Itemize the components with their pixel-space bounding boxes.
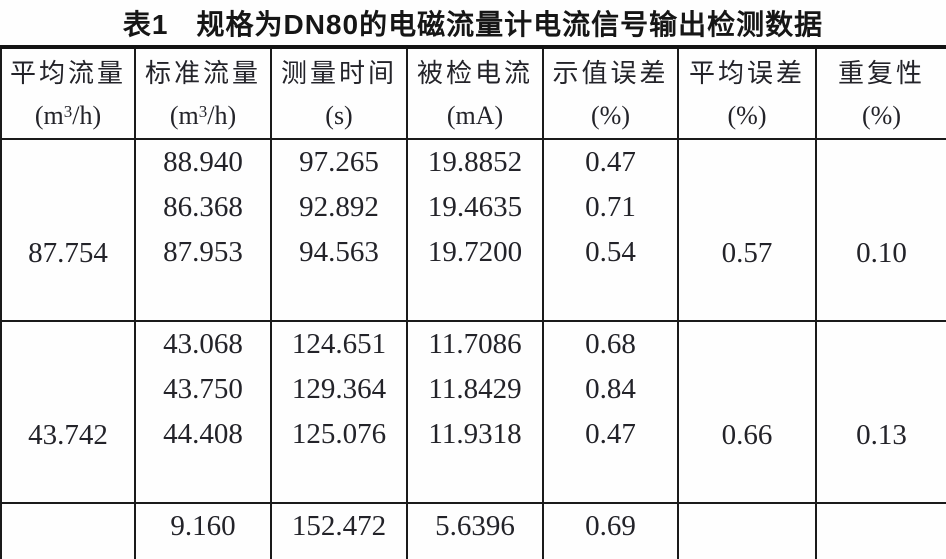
col-header-unit: (m 3/h) bbox=[169, 100, 237, 130]
tested-current-value: 19.7200 bbox=[427, 235, 523, 268]
col-header-name: 平均误差 bbox=[688, 58, 805, 88]
indication-error-value: 0.47 bbox=[585, 417, 636, 450]
col-header-name: 标准流量 bbox=[144, 58, 261, 88]
standard-flow-cell: 9.160 9.649 9.326 bbox=[134, 502, 272, 559]
indication-error-value: 0.71 bbox=[585, 190, 636, 223]
col-header-unit: (%) bbox=[591, 100, 630, 130]
avg-flow-cell: 43.742 bbox=[0, 320, 136, 504]
repeatability-cell: 0.10 bbox=[815, 138, 946, 322]
avg-error-cell: 0.57 bbox=[677, 138, 817, 322]
avg-flow-cell: 9.378 bbox=[0, 502, 136, 559]
measure-time-cell: 152.472 160.337 157.129 bbox=[270, 502, 408, 559]
repeatability-value: 0.13 bbox=[856, 419, 907, 451]
tested-current-value: 11.8429 bbox=[428, 372, 522, 405]
col-header-avg-error: 平均误差 (%) bbox=[677, 46, 817, 140]
measure-time-value: 97.265 bbox=[299, 146, 379, 179]
col-header-name: 平均流量 bbox=[9, 58, 126, 88]
indication-error-value: 0.84 bbox=[585, 372, 636, 405]
tested-current-value: 19.4635 bbox=[427, 190, 523, 223]
measure-time-value: 160.337 bbox=[292, 556, 386, 559]
table-title-text: 规格为DN80的电磁流量计电流信号输出检测数据 bbox=[196, 8, 824, 40]
avg-error-value: 0.57 bbox=[721, 237, 773, 269]
col-header-name: 测量时间 bbox=[280, 58, 397, 88]
indication-error-value: 0.69 bbox=[585, 510, 636, 543]
standard-flow-value: 86.368 bbox=[163, 190, 243, 223]
standard-flow-cell: 88.940 86.368 87.953 bbox=[134, 138, 272, 322]
measure-time-value: 124.651 bbox=[291, 328, 387, 361]
standard-flow-value: 87.953 bbox=[163, 235, 243, 268]
col-header-repeatability: 重复性 (%) bbox=[815, 46, 946, 140]
tested-current-value: 5.7287 bbox=[435, 556, 515, 559]
repeatability-value: 0.10 bbox=[856, 237, 907, 269]
col-header-measure-time: 测量时间 (s) bbox=[270, 46, 408, 140]
tested-current-value: 11.9318 bbox=[428, 417, 522, 450]
standard-flow-value: 9.649 bbox=[170, 556, 235, 559]
avg-error-cell: 0.66 bbox=[677, 320, 817, 504]
table-header: 平均流量 (m 3/h) 标准流量 (m 3/h) 测量时间 (s) bbox=[0, 46, 946, 140]
avg-error-value: 0.66 bbox=[721, 419, 773, 451]
repeatability-cell: 0.13 bbox=[815, 320, 946, 504]
table-body: 87.754 88.940 86.368 87.953 97.265 92.89… bbox=[0, 138, 946, 559]
table-title-number: 表1 bbox=[122, 8, 169, 40]
col-header-tested-current: 被检电流 (mA) bbox=[406, 46, 544, 140]
indication-error-value: 0.47 bbox=[585, 146, 636, 179]
table-title: 表1 规格为DN80的电磁流量计电流信号输出检测数据 bbox=[0, 0, 946, 45]
tested-current-cell: 11.7086 11.8429 11.9318 bbox=[406, 320, 544, 504]
indication-error-value: 0.54 bbox=[585, 235, 636, 268]
table-row-group-2: 43.742 43.068 43.750 44.408 124.651 129.… bbox=[0, 320, 946, 504]
measure-time-value: 94.563 bbox=[299, 235, 379, 268]
tested-current-value: 5.6396 bbox=[435, 510, 515, 543]
col-header-name: 示值误差 bbox=[552, 58, 669, 88]
indication-error-cell: 0.47 0.71 0.54 bbox=[542, 138, 679, 322]
table-row-group-1: 87.754 88.940 86.368 87.953 97.265 92.89… bbox=[0, 138, 946, 322]
col-header-unit: (mA) bbox=[446, 100, 504, 130]
standard-flow-value: 88.940 bbox=[163, 146, 243, 179]
col-header-avg-flow: 平均流量 (m 3/h) bbox=[0, 46, 136, 140]
col-header-unit: (m 3/h) bbox=[34, 100, 102, 130]
standard-flow-value: 44.408 bbox=[163, 417, 243, 450]
col-header-name: 被检电流 bbox=[416, 58, 533, 88]
measurement-table: 平均流量 (m 3/h) 标准流量 (m 3/h) 测量时间 (s) bbox=[0, 45, 946, 559]
repeatability-cell: 0.11 bbox=[815, 502, 946, 559]
tested-current-value: 11.7086 bbox=[428, 328, 522, 361]
measure-time-cell: 124.651 129.364 125.076 bbox=[270, 320, 408, 504]
indication-error-value: 0.68 bbox=[585, 328, 636, 361]
col-header-unit: (s) bbox=[325, 100, 353, 130]
standard-flow-cell: 43.068 43.750 44.408 bbox=[134, 320, 272, 504]
col-header-indication-error: 示值误差 (%) bbox=[542, 46, 679, 140]
standard-flow-value: 43.068 bbox=[163, 328, 243, 361]
indication-error-value: 0.78 bbox=[585, 556, 636, 559]
standard-flow-value: 43.750 bbox=[163, 372, 243, 405]
avg-flow-value: 43.742 bbox=[28, 419, 108, 451]
measure-time-value: 125.076 bbox=[291, 417, 387, 450]
tested-current-cell: 5.6396 5.7287 5.6741 bbox=[406, 502, 544, 559]
avg-flow-cell: 87.754 bbox=[0, 138, 136, 322]
tested-current-cell: 19.8852 19.4635 19.7200 bbox=[406, 138, 544, 322]
measure-time-cell: 97.265 92.892 94.563 bbox=[270, 138, 408, 322]
col-header-unit: (%) bbox=[727, 100, 767, 130]
measure-time-value: 92.892 bbox=[299, 190, 379, 223]
avg-flow-value: 87.754 bbox=[28, 237, 108, 269]
avg-error-cell: 0.81 bbox=[677, 502, 817, 559]
measure-time-value: 152.472 bbox=[291, 510, 387, 543]
standard-flow-value: 9.160 bbox=[170, 510, 236, 543]
col-header-standard-flow: 标准流量 (m 3/h) bbox=[134, 46, 272, 140]
measure-time-value: 129.364 bbox=[291, 372, 387, 405]
indication-error-cell: 0.68 0.84 0.47 bbox=[542, 320, 679, 504]
col-header-name: 重复性 bbox=[837, 58, 925, 88]
indication-error-cell: 0.69 0.78 0.97 bbox=[542, 502, 679, 559]
table-row-group-3: 9.378 9.160 9.649 9.326 152.472 160.337 … bbox=[0, 502, 946, 559]
tested-current-value: 19.8852 bbox=[427, 146, 523, 179]
header-row: 平均流量 (m 3/h) 标准流量 (m 3/h) 测量时间 (s) bbox=[0, 46, 946, 140]
col-header-unit: (%) bbox=[862, 100, 901, 130]
